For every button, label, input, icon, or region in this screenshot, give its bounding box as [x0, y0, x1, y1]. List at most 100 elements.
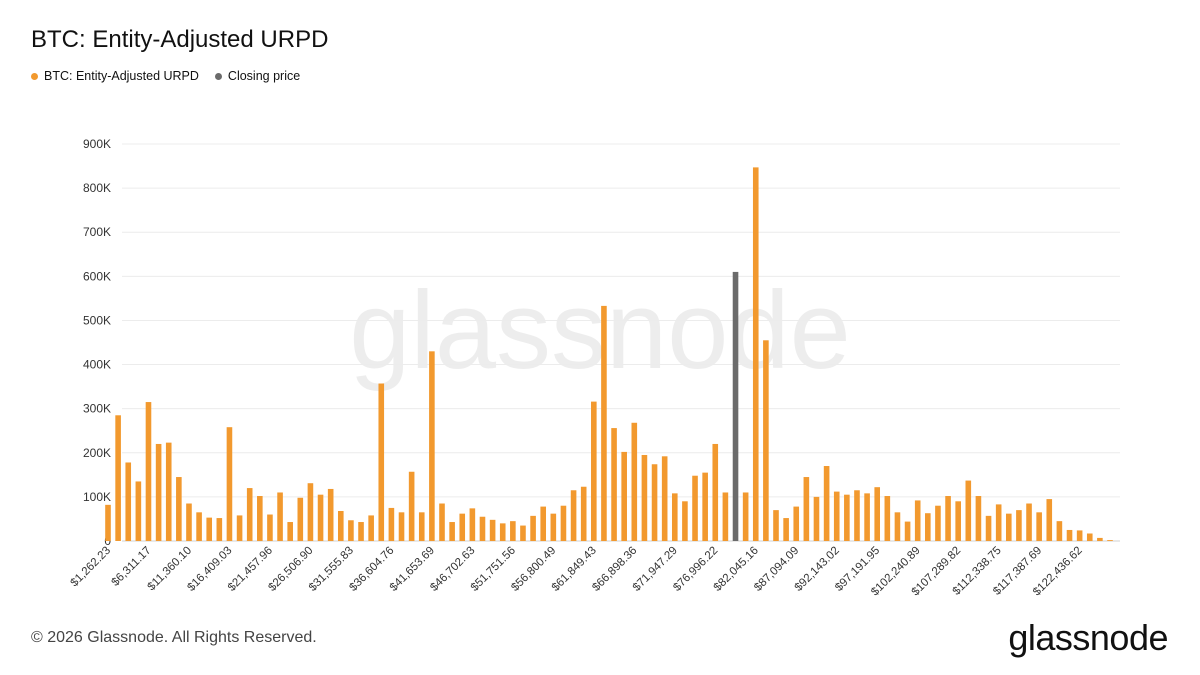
- urpd-bar[interactable]: [692, 475, 698, 541]
- legend-item-urpd[interactable]: BTC: Entity-Adjusted URPD: [31, 69, 199, 83]
- urpd-bar[interactable]: [257, 496, 263, 541]
- urpd-bar[interactable]: [1107, 540, 1113, 541]
- urpd-bar[interactable]: [570, 490, 577, 541]
- urpd-bar[interactable]: [469, 508, 476, 541]
- urpd-bar[interactable]: [530, 515, 536, 541]
- urpd-bar[interactable]: [186, 503, 192, 541]
- urpd-bar[interactable]: [601, 305, 607, 541]
- urpd-bar[interactable]: [398, 512, 405, 541]
- urpd-bar[interactable]: [742, 492, 749, 541]
- urpd-bar[interactable]: [783, 518, 789, 541]
- urpd-bar[interactable]: [105, 504, 111, 541]
- urpd-bar[interactable]: [580, 486, 587, 541]
- urpd-bar[interactable]: [955, 501, 961, 541]
- urpd-bar[interactable]: [540, 506, 547, 541]
- urpd-bar[interactable]: [651, 464, 658, 541]
- urpd-bar[interactable]: [267, 514, 273, 541]
- urpd-bar[interactable]: [844, 494, 850, 541]
- urpd-bar[interactable]: [489, 519, 496, 541]
- urpd-bar[interactable]: [348, 520, 354, 541]
- urpd-bar[interactable]: [1036, 512, 1042, 541]
- urpd-bar[interactable]: [196, 512, 202, 541]
- urpd-bar[interactable]: [317, 494, 324, 541]
- urpd-bar[interactable]: [135, 481, 142, 541]
- urpd-bar[interactable]: [975, 496, 982, 541]
- urpd-bar[interactable]: [429, 351, 435, 541]
- urpd-bar[interactable]: [914, 500, 921, 541]
- legend-item-closing-price[interactable]: Closing price: [214, 69, 300, 83]
- urpd-bar[interactable]: [712, 443, 719, 541]
- urpd-bar[interactable]: [773, 510, 779, 541]
- urpd-bar[interactable]: [459, 513, 466, 541]
- urpd-bar[interactable]: [408, 471, 415, 541]
- urpd-bar[interactable]: [176, 477, 182, 541]
- urpd-bar[interactable]: [1066, 529, 1073, 541]
- urpd-bar[interactable]: [560, 505, 567, 541]
- urpd-bar[interactable]: [631, 422, 638, 541]
- urpd-bar[interactable]: [499, 523, 506, 541]
- urpd-bar[interactable]: [418, 512, 425, 541]
- urpd-bar[interactable]: [115, 415, 121, 541]
- urpd-bar[interactable]: [236, 515, 243, 541]
- urpd-bar[interactable]: [682, 501, 688, 541]
- urpd-bar[interactable]: [621, 451, 627, 541]
- urpd-bar[interactable]: [722, 492, 729, 541]
- urpd-bar[interactable]: [1076, 530, 1083, 541]
- urpd-bar[interactable]: [611, 428, 617, 541]
- urpd-bar[interactable]: [864, 493, 870, 541]
- urpd-bar[interactable]: [368, 515, 374, 541]
- urpd-bar[interactable]: [510, 521, 516, 541]
- urpd-bar[interactable]: [935, 505, 941, 541]
- urpd-bar[interactable]: [378, 383, 385, 541]
- closing-price-bar[interactable]: [732, 271, 739, 541]
- urpd-bar[interactable]: [1056, 521, 1063, 541]
- urpd-bar[interactable]: [439, 503, 445, 541]
- urpd-bar[interactable]: [479, 516, 486, 541]
- urpd-bar[interactable]: [1026, 503, 1032, 541]
- urpd-bar[interactable]: [763, 340, 769, 541]
- urpd-bar[interactable]: [874, 487, 881, 541]
- urpd-bar[interactable]: [337, 511, 344, 541]
- urpd-bar[interactable]: [661, 456, 668, 541]
- urpd-bar[interactable]: [1005, 513, 1012, 541]
- urpd-bar[interactable]: [894, 512, 901, 541]
- urpd-bar[interactable]: [297, 497, 304, 541]
- urpd-bar[interactable]: [307, 483, 314, 541]
- urpd-bar[interactable]: [145, 402, 152, 541]
- urpd-bar[interactable]: [1016, 510, 1022, 541]
- urpd-bar[interactable]: [884, 496, 891, 541]
- urpd-bar[interactable]: [641, 454, 648, 541]
- urpd-bar[interactable]: [287, 522, 293, 541]
- urpd-bar[interactable]: [358, 522, 364, 541]
- urpd-bar[interactable]: [165, 442, 172, 541]
- urpd-bar[interactable]: [965, 480, 972, 541]
- urpd-bar[interactable]: [277, 492, 283, 541]
- urpd-bar[interactable]: [752, 167, 759, 541]
- urpd-bar[interactable]: [945, 496, 951, 541]
- urpd-bar[interactable]: [206, 517, 213, 541]
- urpd-bar[interactable]: [246, 488, 253, 541]
- urpd-bar[interactable]: [226, 427, 233, 541]
- urpd-bar[interactable]: [833, 491, 840, 541]
- urpd-bar[interactable]: [813, 496, 820, 541]
- urpd-bar[interactable]: [925, 513, 931, 541]
- urpd-bar[interactable]: [550, 513, 557, 541]
- urpd-bar[interactable]: [793, 506, 800, 541]
- urpd-bar[interactable]: [1046, 499, 1053, 541]
- urpd-bar[interactable]: [591, 401, 597, 541]
- urpd-bar[interactable]: [1097, 537, 1103, 541]
- urpd-bar[interactable]: [854, 490, 860, 541]
- urpd-bar[interactable]: [803, 477, 810, 541]
- urpd-bar[interactable]: [216, 518, 223, 541]
- urpd-bar[interactable]: [995, 504, 1002, 541]
- urpd-bar[interactable]: [155, 443, 162, 541]
- urpd-bar[interactable]: [702, 472, 708, 541]
- urpd-bar[interactable]: [1086, 533, 1093, 542]
- urpd-bar[interactable]: [449, 522, 455, 541]
- urpd-bar[interactable]: [671, 493, 678, 541]
- urpd-bar[interactable]: [985, 515, 992, 541]
- urpd-bar[interactable]: [823, 466, 830, 541]
- urpd-bar[interactable]: [388, 507, 395, 541]
- urpd-bar[interactable]: [125, 462, 132, 541]
- urpd-bar[interactable]: [327, 488, 334, 541]
